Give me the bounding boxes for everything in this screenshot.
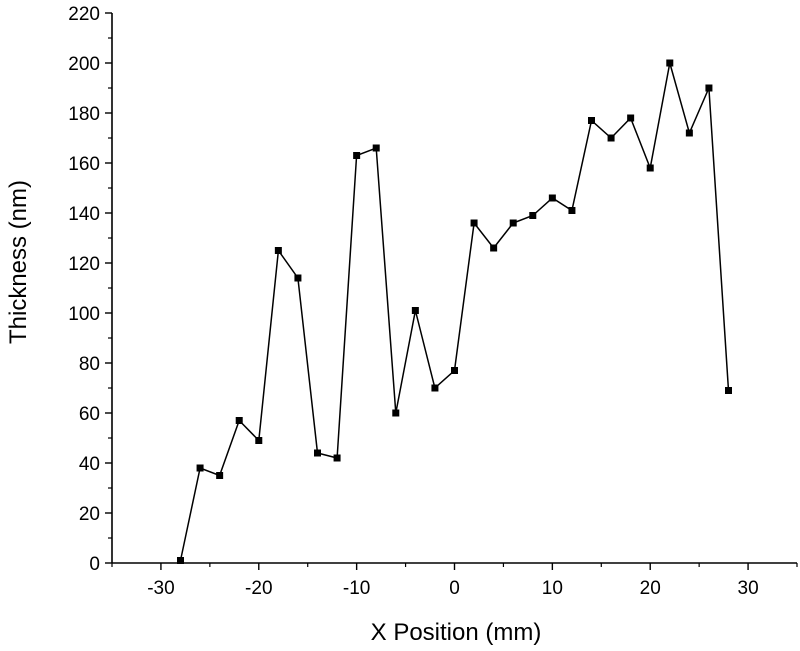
- data-point: [372, 144, 380, 152]
- y-tick-label: 220: [68, 4, 100, 25]
- y-tick-label: 60: [79, 404, 100, 425]
- data-point: [196, 464, 204, 472]
- data-point: [627, 114, 635, 122]
- data-point: [666, 59, 674, 67]
- data-point: [451, 367, 458, 374]
- data-point: [216, 472, 224, 479]
- data-point: [314, 449, 321, 457]
- y-tick-label: 200: [68, 54, 100, 75]
- data-point: [177, 557, 184, 564]
- y-tick-label: 120: [68, 254, 100, 275]
- ticks: [105, 12, 798, 570]
- data-point: [431, 384, 439, 392]
- x-tick-label: -30: [147, 578, 174, 599]
- data-point: [294, 274, 302, 282]
- data-point: [509, 219, 517, 227]
- y-tick-label: 0: [89, 554, 100, 575]
- y-tick-label: 160: [68, 154, 100, 175]
- data-point: [235, 417, 243, 424]
- data-point: [255, 437, 263, 444]
- y-axis-title: Thickness (nm): [5, 180, 32, 344]
- data-point: [274, 247, 282, 254]
- data-point: [392, 409, 400, 417]
- data-point: [411, 307, 419, 314]
- data-point: [646, 164, 654, 172]
- data-point: [568, 207, 576, 214]
- data-point: [725, 387, 732, 394]
- data-point: [548, 194, 556, 202]
- y-tick-label: 40: [79, 454, 100, 475]
- y-tick-label: 100: [68, 304, 100, 325]
- data-point: [333, 454, 341, 462]
- series-layer: [177, 59, 732, 564]
- x-tick-label: -20: [245, 578, 272, 599]
- x-tick-label: 10: [542, 578, 563, 599]
- x-tick-label: 0: [449, 578, 460, 599]
- y-tick-label: 180: [68, 104, 100, 125]
- series-line: [179, 62, 730, 561]
- y-tick-label: 20: [79, 504, 100, 525]
- axes: [111, 13, 797, 564]
- data-point: [470, 219, 478, 227]
- x-tick-label: 30: [738, 578, 759, 599]
- x-axis-title: X Position (mm): [371, 619, 542, 646]
- data-point: [607, 134, 615, 142]
- y-tick-label: 140: [68, 204, 100, 225]
- y-tick-label: 80: [79, 354, 100, 375]
- tick-labels: 0 20 40 60 80 100 120 140 160 180 200 220 -30 -20 -10 0…: [68, 4, 758, 599]
- data-point: [685, 129, 693, 137]
- data-point: [529, 212, 537, 219]
- x-tick-label: -10: [343, 578, 370, 599]
- data-point: [490, 244, 498, 252]
- x-tick-label: 20: [640, 578, 661, 599]
- data-point: [353, 152, 361, 159]
- data-point: [705, 84, 713, 92]
- data-point: [588, 117, 595, 124]
